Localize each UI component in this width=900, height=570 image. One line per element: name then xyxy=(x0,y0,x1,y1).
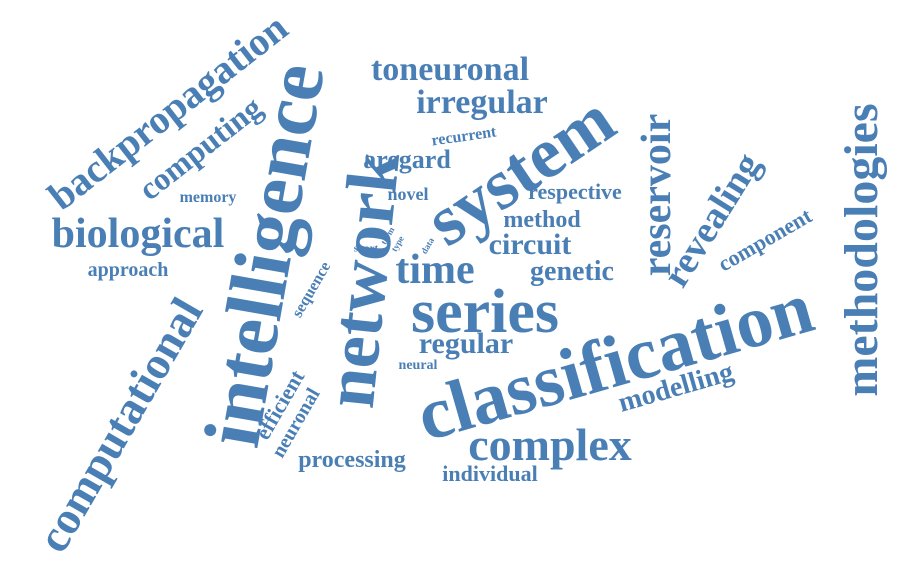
word-processing: processing xyxy=(298,447,406,473)
word-approach: approach xyxy=(87,259,169,281)
word-irregular: irregular xyxy=(416,84,548,121)
word-individual: individual xyxy=(442,461,538,486)
word-memory: memory xyxy=(179,189,237,206)
word-complex: complex xyxy=(468,419,632,470)
word-neural: neural xyxy=(398,358,438,373)
word-genetic: genetic xyxy=(530,256,614,287)
word-regular: regular xyxy=(418,327,514,360)
word-respective: respective xyxy=(528,179,622,204)
word-circuit: circuit xyxy=(488,228,572,261)
word-biological: biological xyxy=(51,211,225,257)
word-time: time xyxy=(395,247,475,293)
word-methodologies: methodologies xyxy=(835,103,888,397)
word-novel: novel xyxy=(387,184,429,204)
word-aregard: aregard xyxy=(363,145,451,174)
word-method: method xyxy=(503,207,581,233)
word-toneuronal: toneuronal xyxy=(370,51,530,88)
word-short: short xyxy=(353,242,379,255)
word-computational: computational xyxy=(26,289,213,561)
word-series: series xyxy=(410,278,560,346)
